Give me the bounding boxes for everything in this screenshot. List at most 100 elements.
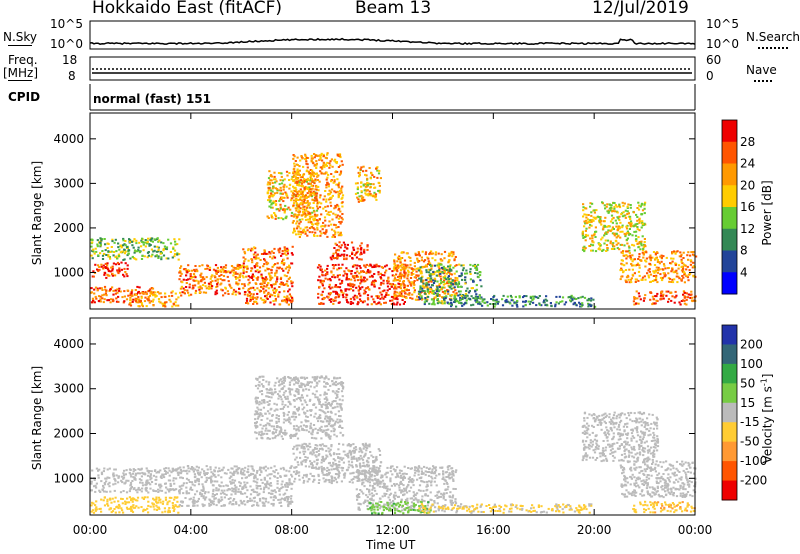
data-cell bbox=[272, 178, 276, 181]
data-cell bbox=[125, 491, 129, 494]
data-cell bbox=[377, 295, 380, 298]
data-cell bbox=[140, 479, 143, 482]
data-cell bbox=[350, 278, 353, 281]
data-cell bbox=[212, 484, 215, 487]
data-cell bbox=[269, 293, 272, 296]
data-cell bbox=[220, 476, 223, 479]
data-cell bbox=[631, 268, 634, 271]
data-cell bbox=[652, 275, 655, 277]
data-cell bbox=[340, 197, 343, 200]
data-cell bbox=[456, 300, 459, 302]
data-cell bbox=[308, 203, 311, 206]
data-cell bbox=[389, 299, 392, 302]
data-cell bbox=[237, 276, 240, 279]
data-cell bbox=[250, 489, 253, 492]
data-cell bbox=[304, 215, 307, 218]
data-cell bbox=[670, 281, 673, 283]
data-cell bbox=[131, 480, 134, 482]
data-cell bbox=[391, 299, 394, 302]
data-cell bbox=[269, 199, 272, 202]
data-cell bbox=[427, 260, 430, 263]
data-cell bbox=[272, 264, 276, 267]
data-cell bbox=[187, 264, 190, 267]
data-cell bbox=[385, 269, 388, 272]
data-cell bbox=[584, 219, 588, 222]
data-cell bbox=[270, 268, 273, 271]
data-cell bbox=[279, 378, 283, 381]
data-cell bbox=[379, 297, 382, 300]
data-cell bbox=[104, 266, 107, 268]
data-cell bbox=[304, 153, 307, 156]
data-cell bbox=[281, 267, 284, 270]
data-cell bbox=[625, 276, 629, 279]
data-cell bbox=[288, 470, 291, 473]
data-cell bbox=[157, 250, 160, 253]
data-cell bbox=[272, 283, 275, 286]
data-cell bbox=[327, 185, 330, 188]
data-cell bbox=[276, 477, 279, 479]
data-cell bbox=[594, 217, 597, 220]
data-cell bbox=[255, 471, 259, 474]
data-cell bbox=[335, 249, 338, 252]
data-cell bbox=[240, 492, 243, 495]
data-cell bbox=[628, 228, 631, 230]
data-cell bbox=[332, 212, 335, 215]
data-cell bbox=[266, 432, 269, 435]
data-cell bbox=[509, 302, 512, 305]
data-cell bbox=[691, 266, 694, 269]
data-cell bbox=[637, 302, 640, 305]
data-cell bbox=[600, 238, 603, 241]
data-cell bbox=[114, 482, 117, 485]
data-cell bbox=[212, 495, 215, 498]
data-cell bbox=[407, 256, 411, 259]
data-cell bbox=[692, 275, 695, 278]
data-cell bbox=[100, 510, 103, 513]
data-cell bbox=[263, 476, 266, 479]
data-cell bbox=[222, 491, 225, 494]
data-cell bbox=[315, 195, 318, 198]
data-cell bbox=[345, 278, 348, 281]
data-cell bbox=[185, 482, 188, 485]
data-cell bbox=[653, 264, 657, 266]
data-cell bbox=[172, 477, 175, 480]
data-cell bbox=[140, 506, 143, 508]
data-cell bbox=[218, 275, 221, 278]
data-cell bbox=[203, 281, 206, 284]
data-cell bbox=[286, 249, 290, 252]
data-cell bbox=[436, 264, 439, 267]
data-cell bbox=[302, 201, 305, 204]
data-cell bbox=[450, 282, 453, 284]
data-cell bbox=[383, 274, 386, 277]
data-cell bbox=[359, 248, 362, 251]
data-cell bbox=[671, 252, 674, 255]
data-cell bbox=[356, 303, 359, 306]
data-cell bbox=[496, 302, 499, 305]
data-cell bbox=[282, 468, 286, 471]
data-cell bbox=[281, 380, 284, 383]
data-cell bbox=[253, 296, 256, 299]
data-cell bbox=[130, 486, 133, 488]
data-cell bbox=[410, 273, 413, 276]
data-cell bbox=[270, 502, 273, 505]
data-cell bbox=[313, 235, 316, 237]
data-cell bbox=[277, 217, 280, 220]
data-cell bbox=[609, 230, 612, 232]
data-cell bbox=[285, 185, 288, 188]
data-cell bbox=[156, 506, 159, 509]
data-cell bbox=[94, 504, 97, 507]
data-cell bbox=[287, 278, 290, 280]
data-cell bbox=[434, 296, 437, 299]
data-cell bbox=[297, 205, 300, 208]
data-cell bbox=[104, 272, 107, 275]
data-cell bbox=[131, 500, 134, 503]
data-cell bbox=[283, 196, 286, 199]
data-cell bbox=[228, 502, 231, 505]
data-cell bbox=[383, 289, 386, 292]
data-cell bbox=[140, 258, 144, 260]
data-cell bbox=[472, 303, 475, 306]
data-cell bbox=[208, 269, 211, 271]
data-cell bbox=[280, 175, 283, 178]
data-cell bbox=[268, 473, 271, 476]
data-cell bbox=[655, 256, 658, 259]
data-cell bbox=[292, 157, 295, 160]
